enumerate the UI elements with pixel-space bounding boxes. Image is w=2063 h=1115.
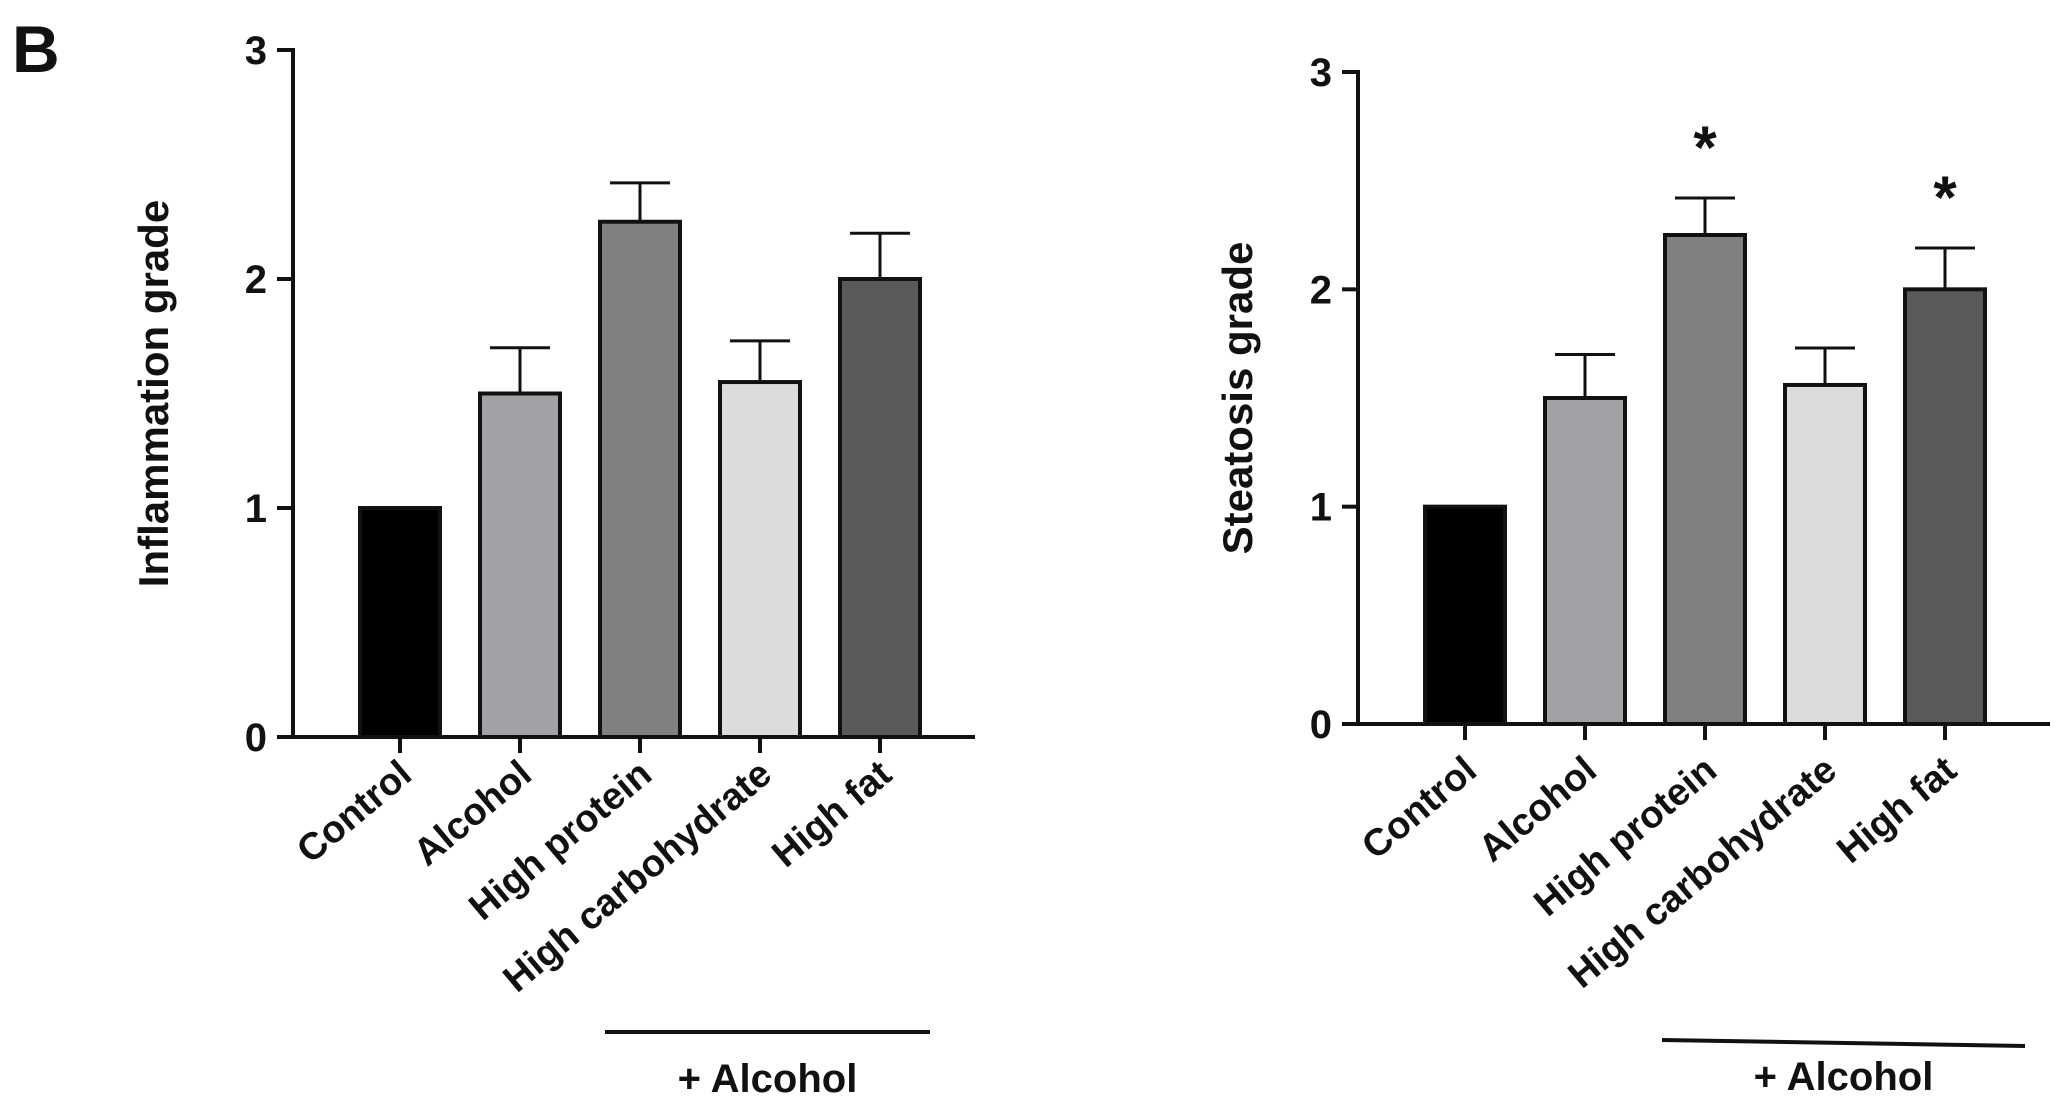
y-tick-label: 3 [245,29,267,73]
y-tick-label: 2 [245,258,267,302]
y-tick-label: 2 [1310,268,1332,312]
y-tick-label: 0 [245,716,267,760]
panel-label: B [12,12,60,86]
significance-marker-high-protein: * [1693,114,1717,181]
bar-high-protein [598,219,682,739]
y-axis-title: Steatosis grade [1214,242,1261,555]
y-tick-label: 3 [1310,51,1332,95]
group-bracket-line [1661,1038,2026,1048]
bar-control [1423,504,1507,726]
bar-alcohol [1543,396,1627,726]
significance-marker-high-fat: * [1933,164,1957,231]
y-tick-label: 1 [1310,486,1332,530]
x-tick-label-high-fat: High fat [764,753,900,876]
bar-high-carbohydrate [1783,382,1867,726]
y-tick-label: 1 [245,487,267,531]
x-tick-label-control: Control [289,753,419,872]
bar-high-fat [1903,287,1987,726]
x-tick-label-high-fat: High fat [1829,749,1965,872]
x-tick-label-control: Control [1354,749,1484,868]
bar-high-fat [838,277,922,739]
group-label: + Alcohol [678,1057,858,1101]
bar-alcohol [478,391,562,739]
group-label: + Alcohol [1754,1055,1934,1099]
y-axis-title: Inflammation grade [130,200,177,587]
bar-high-carbohydrate [718,380,802,739]
y-tick-label: 0 [1310,703,1332,747]
bar-control [358,506,442,739]
bar-high-protein [1663,233,1747,726]
